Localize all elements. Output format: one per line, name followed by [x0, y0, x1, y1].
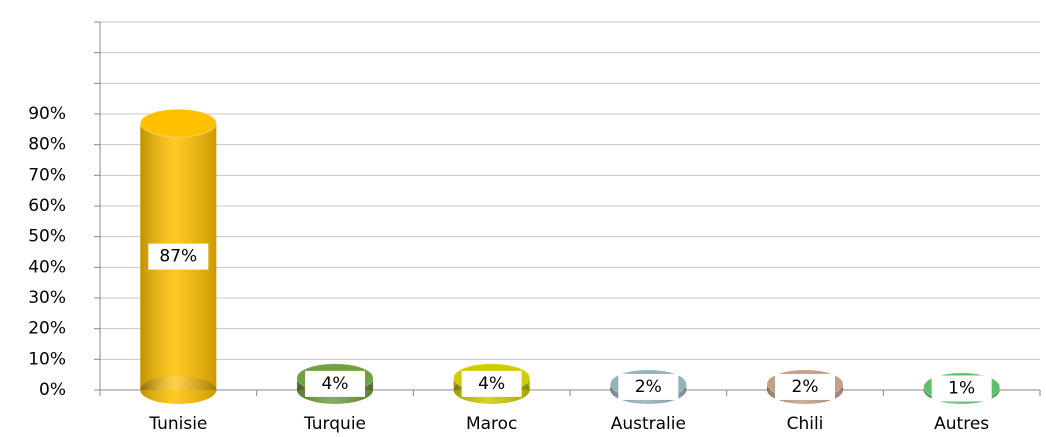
value-label-box — [618, 373, 679, 400]
x-tick-label: Chili — [787, 414, 824, 434]
value-label: 87% — [159, 247, 197, 267]
x-tick-label: Maroc — [466, 414, 517, 434]
y-tick-label: 10% — [28, 349, 66, 369]
value-label-box — [305, 370, 365, 397]
x-tick-label: Tunisie — [148, 414, 207, 434]
y-tick-label: 60% — [28, 196, 66, 216]
value-label-box — [775, 373, 835, 400]
y-tick-label: 30% — [28, 288, 66, 308]
x-tick-label: Autres — [934, 414, 989, 434]
x-tick-label: Turquie — [303, 414, 366, 434]
value-label-box — [461, 370, 522, 397]
value-label: 2% — [635, 377, 662, 397]
value-label: 4% — [322, 374, 349, 394]
bar-base-shade — [140, 376, 217, 404]
y-tick-label: 20% — [28, 319, 66, 339]
y-tick-label: 90% — [28, 104, 66, 124]
value-label-box — [148, 243, 209, 270]
y-tick-label: 70% — [28, 165, 66, 185]
y-tick-label: 40% — [28, 257, 66, 277]
y-tick-label: 80% — [28, 135, 66, 155]
value-label: 2% — [792, 377, 819, 397]
value-label: 1% — [948, 378, 975, 398]
value-label: 4% — [478, 374, 505, 394]
x-tick-label: Australie — [611, 414, 686, 434]
value-label-box — [931, 375, 992, 402]
bar-top — [139, 108, 217, 138]
y-tick-label: 0% — [39, 380, 66, 400]
y-tick-label: 50% — [28, 227, 66, 247]
